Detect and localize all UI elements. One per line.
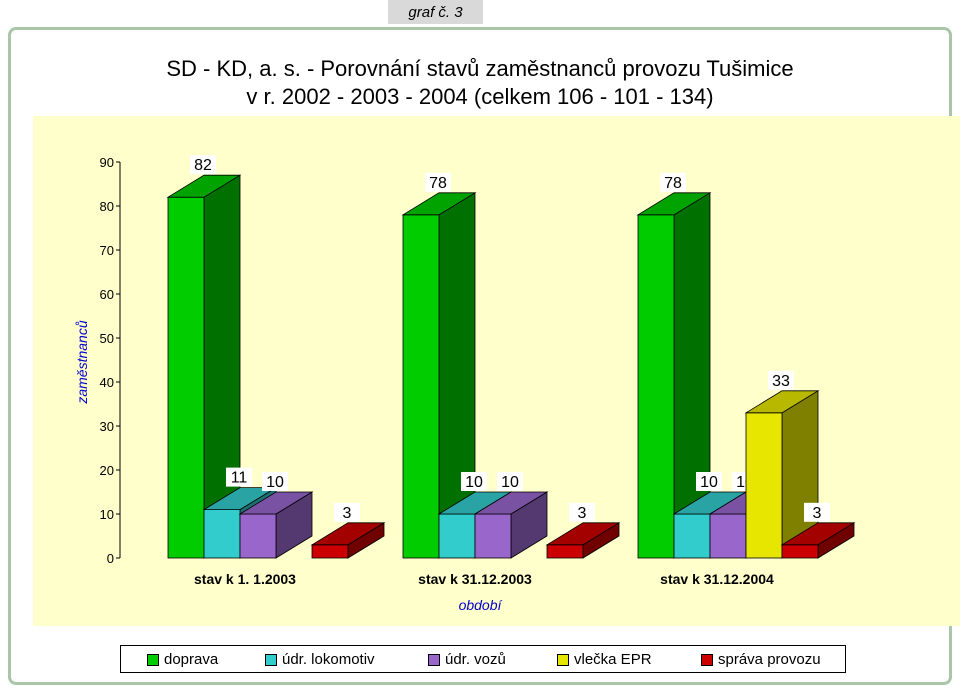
x-tick-label: stav k 31.12.2003 (418, 571, 532, 587)
data-label: 10 (501, 474, 519, 491)
data-label: 11 (231, 470, 248, 487)
legend-label: správa provozu (718, 651, 821, 668)
data-label-bg (334, 502, 360, 522)
bar (546, 544, 584, 559)
data-label-bg (262, 472, 288, 491)
bar-top (238, 491, 314, 515)
legend-item-vlecka-epr: vlečka EPR (557, 651, 652, 668)
y-tick-label: 60 (100, 287, 114, 302)
legend-item-udr-lokomotiv: údr. lokomotiv (265, 651, 375, 668)
legend-swatch (557, 653, 569, 666)
y-tick-label: 20 (100, 463, 114, 478)
data-label-bg (425, 172, 451, 192)
bar (311, 544, 349, 559)
data-label: 78 (664, 175, 682, 192)
bar-top (545, 522, 621, 546)
bar-top (166, 174, 242, 198)
data-label: 33 (772, 373, 790, 390)
data-label: 10 (266, 474, 284, 491)
legend-label: doprava (164, 651, 219, 668)
legend-swatch (265, 653, 277, 666)
data-label-bg (461, 472, 487, 491)
bar-top (780, 522, 856, 546)
y-tick-label: 10 (100, 507, 114, 522)
data-label: 3 (343, 505, 352, 522)
bar (203, 509, 241, 559)
legend: doprava údr. lokomotiv údr. vozů vlečka … (120, 645, 846, 673)
legend-swatch (428, 653, 440, 666)
chart-number-tag: graf č. 3 (388, 0, 483, 24)
data-label-bg (569, 502, 595, 522)
data-label-bg (497, 472, 523, 491)
data-label-bg (696, 472, 722, 491)
bar (239, 513, 277, 559)
legend-item-sprava-provozu: správa provozu (701, 651, 821, 668)
y-axis-label: zaměstnanců (74, 320, 90, 404)
x-tick-label: stav k 31.12.2004 (660, 571, 774, 587)
data-label-bg (660, 172, 686, 192)
bar-top (401, 192, 477, 216)
bar-top (636, 192, 712, 216)
y-tick-label: 0 (107, 551, 114, 566)
data-label-bg (190, 155, 216, 175)
data-label: 10 (465, 474, 483, 491)
data-label: 3 (578, 505, 587, 522)
data-label: 82 (194, 157, 212, 174)
bar (402, 214, 440, 559)
chart-title-line1: SD - KD, a. s. - Porovnání stavů zaměstn… (166, 56, 794, 81)
legend-label: vlečka EPR (574, 651, 652, 668)
data-label: 3 (813, 505, 822, 522)
legend-item-udr-vozu: údr. vozů (428, 651, 506, 668)
bar-top (473, 491, 549, 515)
bar-top (310, 522, 386, 546)
bar (709, 513, 747, 559)
bar (673, 513, 711, 559)
data-label-bg (226, 467, 252, 487)
data-label-bg (804, 502, 830, 522)
y-tick-label: 80 (100, 199, 114, 214)
data-label: 78 (429, 175, 447, 192)
bar-top (744, 390, 820, 414)
bar (637, 214, 675, 559)
y-tick-label: 40 (100, 375, 114, 390)
chart-title-line2: v r. 2002 - 2003 - 2004 (celkem 106 - 10… (246, 84, 714, 109)
y-tick-label: 50 (100, 331, 114, 346)
y-tick-label: 70 (100, 243, 114, 258)
legend-swatch (701, 653, 713, 666)
legend-swatch (147, 653, 159, 666)
bar (438, 513, 476, 559)
data-label: 10 (700, 474, 718, 491)
x-axis-label: období (459, 597, 504, 613)
legend-label: údr. vozů (445, 651, 506, 668)
bar (474, 513, 512, 559)
data-label-bg (768, 370, 794, 390)
legend-label: údr. lokomotiv (282, 651, 375, 668)
legend-item-doprava: doprava (147, 651, 218, 668)
y-tick-label: 30 (100, 419, 114, 434)
x-tick-label: stav k 1. 1.2003 (194, 571, 296, 587)
bar (167, 196, 205, 559)
bar (745, 412, 783, 559)
y-tick-label: 90 (100, 155, 114, 170)
bar (781, 544, 819, 559)
